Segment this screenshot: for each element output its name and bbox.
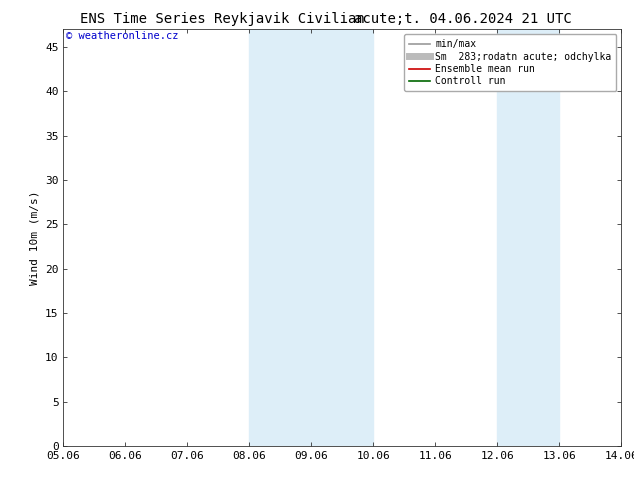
Y-axis label: Wind 10m (m/s): Wind 10m (m/s): [30, 191, 39, 285]
Bar: [497, 29, 559, 446]
Bar: [249, 29, 373, 446]
Legend: min/max, Sm  283;rodatn acute; odchylka, Ensemble mean run, Controll run: min/max, Sm 283;rodatn acute; odchylka, …: [404, 34, 616, 91]
Text: © weatheronline.cz: © weatheronline.cz: [66, 31, 179, 42]
Text: acute;t. 04.06.2024 21 UTC: acute;t. 04.06.2024 21 UTC: [354, 12, 572, 26]
Text: ENS Time Series Reykjavik Civilian: ENS Time Series Reykjavik Civilian: [79, 12, 365, 26]
